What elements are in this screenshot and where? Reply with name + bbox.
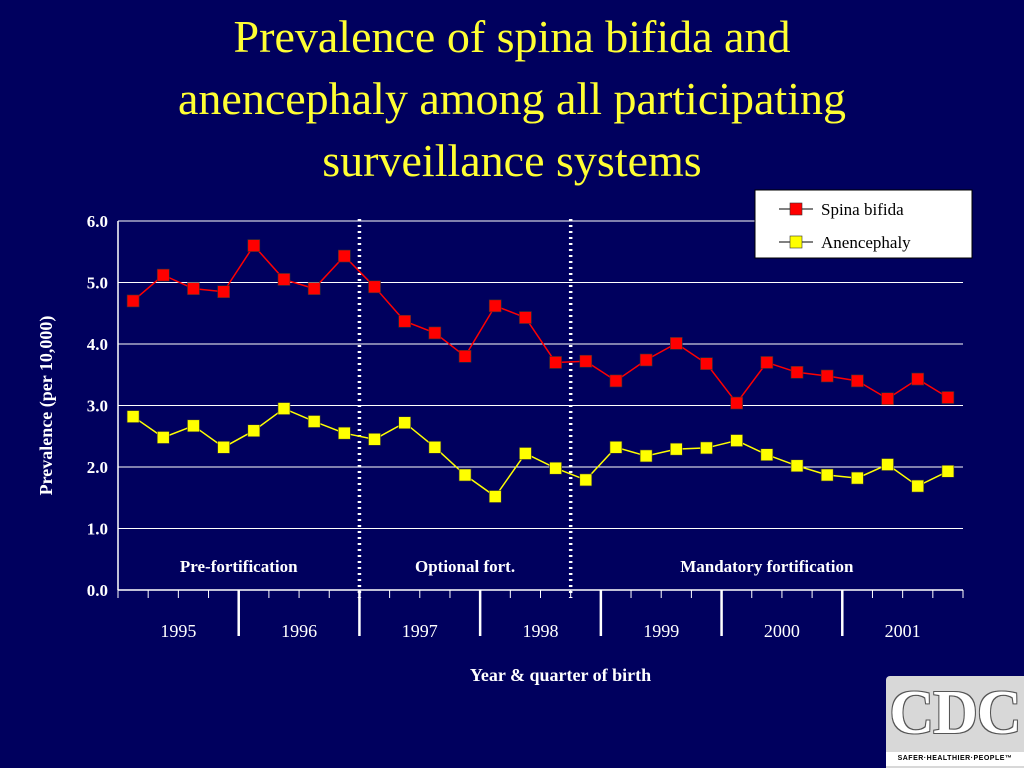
slide-title: Prevalence of spina bifida and anencepha…: [40, 6, 984, 192]
y-tick-label: 4.0: [87, 335, 108, 354]
data-point: [579, 354, 593, 368]
series-line: [132, 244, 949, 405]
data-point: [700, 357, 713, 370]
period-label: Mandatory fortification: [680, 557, 854, 576]
data-point: [851, 471, 864, 485]
data-point: [277, 402, 291, 415]
cdc-logo-tagline: SAFER·HEALTHIER·PEOPLE™: [886, 752, 1024, 766]
data-point: [338, 249, 351, 263]
period-label: Pre-fortification: [180, 557, 298, 576]
data-point: [398, 416, 411, 430]
data-point: [307, 415, 321, 428]
data-point: [307, 282, 321, 295]
data-point: [156, 431, 170, 444]
data-point: [670, 337, 683, 350]
year-label: 2000: [764, 621, 800, 641]
data-point: [670, 442, 683, 456]
data-point: [368, 433, 381, 446]
title-line-2: anencephaly among all participating: [177, 73, 846, 124]
title-line-3: surveillance systems: [322, 135, 702, 186]
data-point: [247, 424, 261, 438]
data-point: [609, 374, 623, 388]
data-point: [941, 465, 955, 478]
data-point: [790, 365, 804, 379]
period-label: Optional fort.: [415, 557, 515, 576]
y-tick-label: 3.0: [87, 397, 108, 416]
title-line-1: Prevalence of spina bifida and: [233, 11, 791, 62]
data-point: [488, 299, 502, 313]
data-point: [881, 392, 894, 406]
data-point: [247, 239, 261, 252]
legend-label: Spina bifida: [821, 200, 904, 219]
data-point: [217, 441, 230, 454]
cdc-logo-text: CDC: [889, 679, 1021, 747]
data-point: [277, 273, 291, 286]
legend-marker: [789, 202, 803, 216]
data-point: [368, 280, 381, 294]
year-label: 1998: [523, 621, 559, 641]
year-label: 1999: [643, 621, 679, 641]
y-tick-label: 2.0: [87, 458, 108, 477]
data-point: [428, 441, 442, 454]
data-point: [187, 419, 200, 433]
legend-marker: [789, 235, 803, 249]
data-point: [851, 374, 864, 388]
data-point: [820, 468, 834, 482]
data-point: [790, 459, 804, 473]
data-point: [639, 353, 653, 367]
data-point: [760, 448, 774, 462]
year-label: 1995: [160, 621, 196, 641]
data-point: [338, 426, 351, 440]
y-tick-label: 0.0: [87, 581, 108, 600]
data-point: [549, 461, 562, 475]
data-point: [881, 458, 894, 471]
data-point: [156, 268, 170, 282]
data-point: [549, 356, 562, 369]
data-point: [911, 479, 925, 493]
data-point: [519, 311, 532, 324]
data-point: [820, 369, 834, 383]
cdc-logo: CDC SAFER·HEALTHIER·PEOPLE™: [886, 676, 1024, 768]
year-label: 2001: [885, 621, 921, 641]
y-axis-title: Prevalence (per 10,000): [36, 316, 57, 496]
data-point: [730, 434, 743, 447]
data-point: [398, 314, 411, 328]
data-point: [941, 391, 955, 404]
data-point: [187, 282, 200, 295]
data-point: [126, 410, 140, 423]
data-point: [760, 356, 774, 369]
data-point: [458, 349, 472, 363]
data-point: [488, 490, 502, 503]
data-point: [217, 285, 230, 299]
data-point: [639, 449, 653, 463]
data-point: [730, 396, 743, 410]
y-tick-label: 1.0: [87, 520, 108, 539]
series-line: [132, 407, 949, 498]
year-label: 1997: [402, 621, 438, 641]
data-point: [609, 441, 623, 454]
data-point: [126, 294, 140, 308]
x-axis-title: Year & quarter of birth: [470, 665, 651, 685]
y-tick-label: 5.0: [87, 274, 108, 293]
data-point: [519, 447, 532, 460]
data-point: [911, 372, 925, 386]
y-tick-label: 6.0: [87, 212, 108, 231]
legend-label: Anencephaly: [821, 233, 911, 252]
data-point: [700, 441, 713, 455]
year-label: 1996: [281, 621, 317, 641]
data-point: [458, 468, 472, 482]
data-point: [428, 326, 442, 340]
data-point: [579, 473, 593, 487]
